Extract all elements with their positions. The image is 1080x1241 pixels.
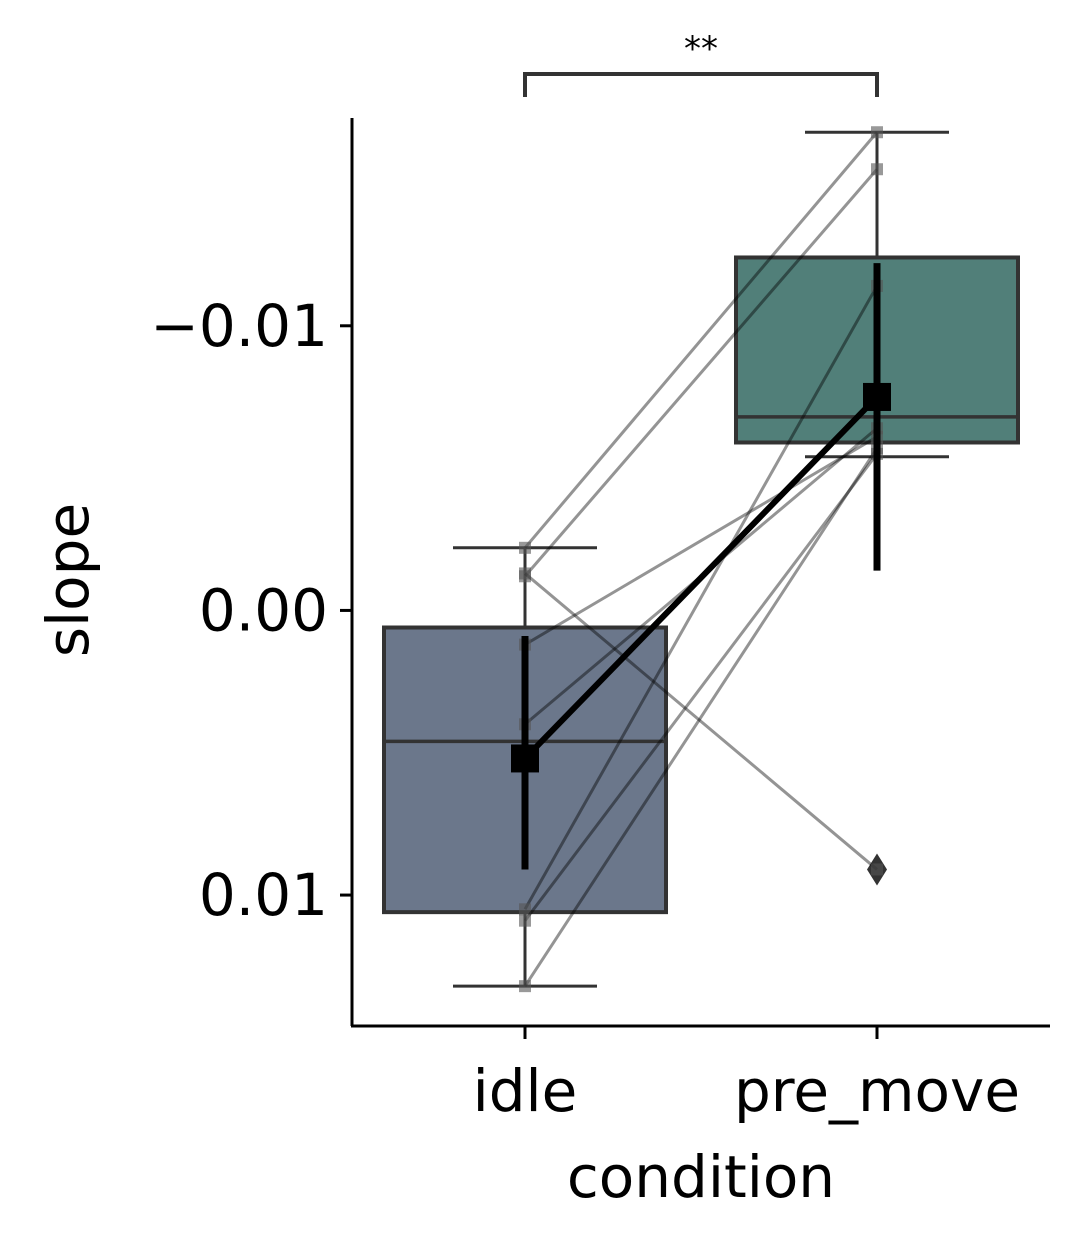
y-tick-label: −0.01 [150,292,328,360]
paired-point [871,163,883,176]
paired-point [519,914,531,927]
plot-area [382,126,1020,993]
paired-point [519,567,531,580]
mean-marker [863,382,891,411]
y-tick-label: 0.01 [199,861,328,929]
paired-point [519,903,531,916]
paired-line [523,447,879,987]
paired-line [524,435,878,646]
paired-line [523,452,879,922]
paired-line [523,285,879,911]
mean-line [522,394,880,761]
paired-point [519,541,531,554]
x-axis-label: condition [567,1143,835,1211]
x-axis-ticks: idle pre_move [473,1026,1020,1125]
y-axis-label: slope [34,503,102,657]
mean-series [511,263,891,870]
x-tick-label: pre_move [734,1057,1020,1125]
paired-point [519,980,531,993]
significance-label: ** [684,29,718,69]
y-axis-ticks: −0.01 0.00 0.01 [150,292,352,929]
significance-bracket-line [523,72,879,97]
paired-line [523,131,879,549]
paired-point [871,863,883,876]
mean-marker [511,744,539,773]
y-tick-label: 0.00 [199,576,328,644]
paired-line [524,572,878,871]
paired-line [523,168,879,578]
paired-point [871,126,883,139]
x-tick-label: idle [473,1057,578,1125]
significance-bracket: ** [523,29,879,97]
